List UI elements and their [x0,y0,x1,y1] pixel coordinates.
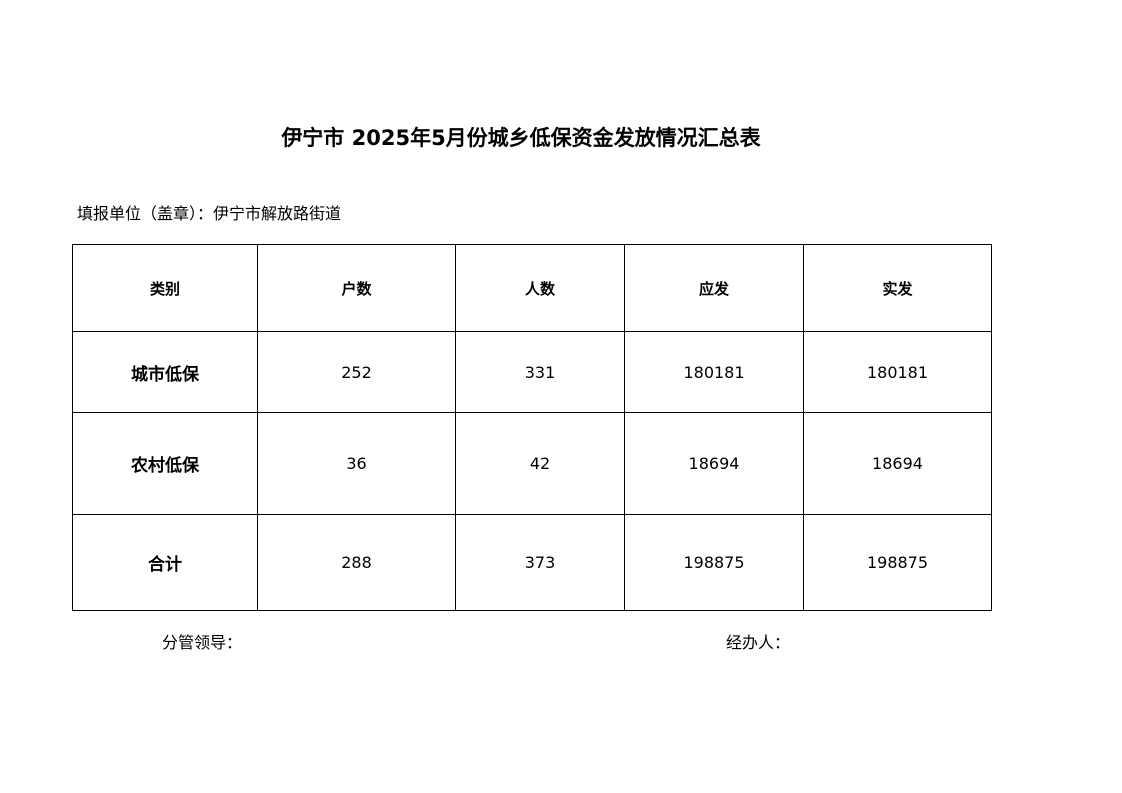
cell-households: 36 [257,412,456,515]
supervisor-label: 分管领导： [162,633,243,652]
cell-households: 288 [257,514,456,611]
cell-households: 252 [257,331,456,413]
cell-paid: 18694 [803,412,992,515]
cell-persons: 42 [455,412,625,515]
row-label: 合计 [72,514,258,611]
cell-payable: 198875 [624,514,804,611]
header-paid: 实发 [803,244,992,332]
header-persons: 人数 [455,244,625,332]
page-title: 伊宁市 2025年5月份城乡低保资金发放情况汇总表 [281,126,761,150]
cell-persons: 373 [455,514,625,611]
handler-label: 经办人： [726,633,791,652]
header-households: 户数 [257,244,456,332]
cell-persons: 331 [455,331,625,413]
table-row: 农村低保 36 42 18694 18694 [72,412,992,515]
header-payable: 应发 [624,244,804,332]
table-row: 城市低保 252 331 180181 180181 [72,331,992,413]
cell-payable: 18694 [624,412,804,515]
cell-paid: 198875 [803,514,992,611]
row-label: 城市低保 [72,331,258,413]
summary-table: 类别 户数 人数 应发 实发 城市低保 252 331 180181 18018… [72,244,992,611]
reporting-unit: 填报单位（盖章）：伊宁市解放路街道 [77,204,342,223]
table-header-row: 类别 户数 人数 应发 实发 [72,244,992,332]
header-category: 类别 [72,244,258,332]
table-row-total: 合计 288 373 198875 198875 [72,514,992,611]
cell-payable: 180181 [624,331,804,413]
cell-paid: 180181 [803,331,992,413]
row-label: 农村低保 [72,412,258,515]
